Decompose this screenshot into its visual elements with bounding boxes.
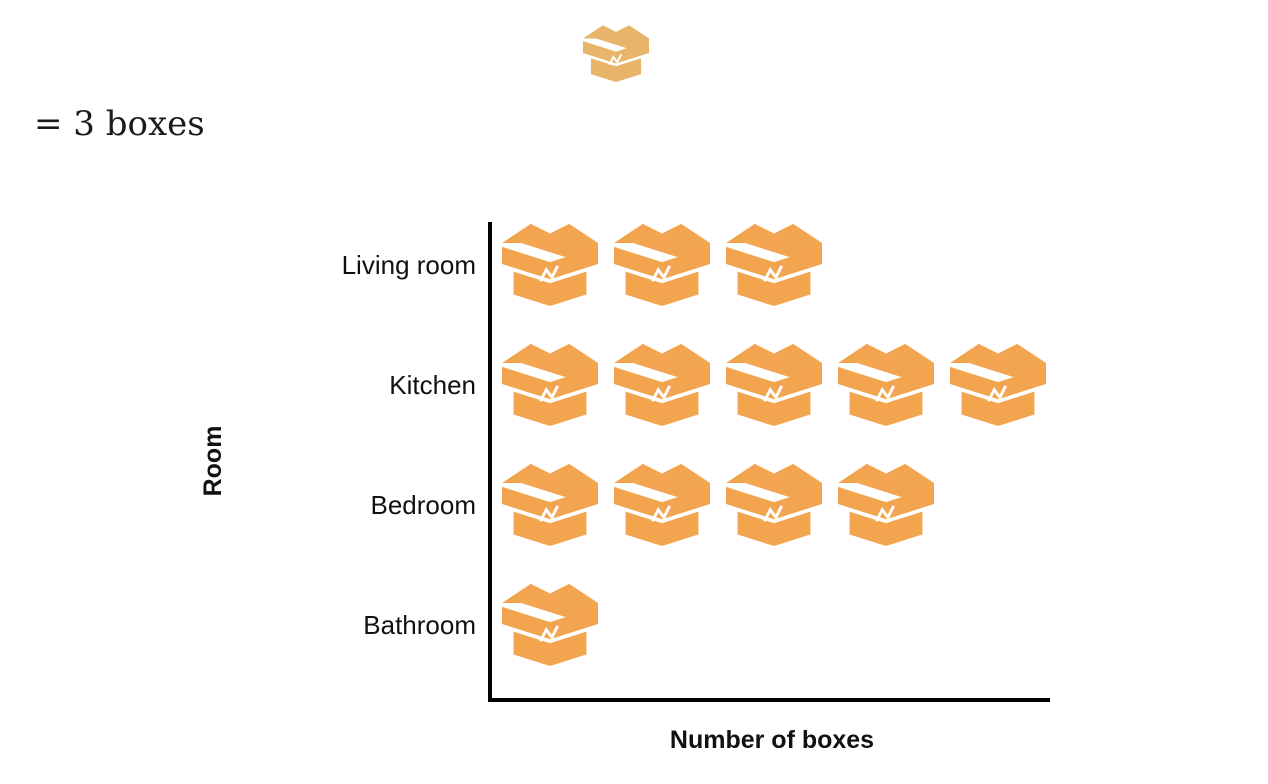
box-icon xyxy=(502,223,598,306)
box-icon xyxy=(726,463,822,546)
box-icon xyxy=(614,343,710,426)
box-icon xyxy=(726,223,822,306)
box-icon xyxy=(950,343,1046,426)
box-icon xyxy=(726,343,822,426)
category-label: Bathroom xyxy=(363,610,476,640)
x-axis-title: Number of boxes xyxy=(670,726,874,754)
row-living-room: Living room xyxy=(342,223,822,306)
row-bathroom: Bathroom xyxy=(363,583,598,666)
box-icon xyxy=(614,223,710,306)
box-icon xyxy=(838,343,934,426)
category-label: Bedroom xyxy=(371,490,477,520)
category-label: Kitchen xyxy=(389,370,476,400)
box-icon xyxy=(502,343,598,426)
row-kitchen: Kitchen xyxy=(389,343,1046,426)
box-icon xyxy=(502,583,598,666)
y-axis-title: Room xyxy=(199,426,227,497)
legend-key-label: = 3 boxes xyxy=(34,104,205,144)
box-icon xyxy=(838,463,934,546)
row-bedroom: Bedroom xyxy=(371,463,934,546)
box-icon xyxy=(502,463,598,546)
box-icon xyxy=(614,463,710,546)
category-label: Living room xyxy=(342,250,476,280)
key-box-icon xyxy=(583,25,649,83)
